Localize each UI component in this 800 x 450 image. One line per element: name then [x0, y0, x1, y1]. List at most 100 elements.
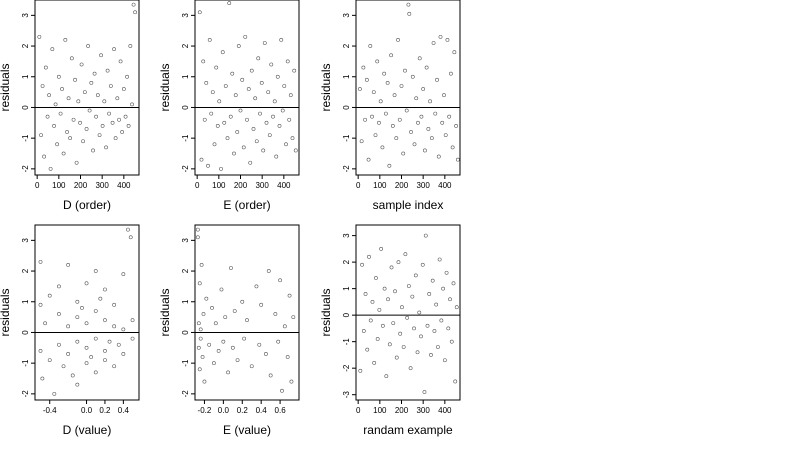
- data-point: [398, 331, 403, 336]
- data-point: [382, 286, 387, 291]
- data-point: [397, 117, 402, 122]
- data-point: [73, 77, 77, 82]
- y-tick-label: -1: [342, 338, 351, 346]
- data-point: [57, 284, 61, 289]
- data-point: [198, 336, 203, 341]
- plot-frame: [34, 224, 140, 401]
- data-point: [364, 77, 369, 82]
- data-point: [58, 111, 63, 116]
- data-point: [81, 139, 86, 144]
- data-point: [393, 289, 397, 294]
- data-point: [120, 130, 125, 134]
- data-point: [53, 102, 58, 107]
- data-point: [436, 154, 441, 159]
- data-point: [370, 299, 375, 304]
- y-tick-label: 1: [342, 74, 351, 79]
- data-point: [375, 59, 380, 64]
- data-point: [75, 315, 80, 320]
- data-point: [254, 284, 259, 289]
- data-point: [406, 284, 411, 288]
- data-point: [207, 38, 212, 42]
- x-tick-label: 0.0: [81, 406, 93, 415]
- x-tick-label: 0.2: [237, 406, 249, 415]
- data-point: [269, 62, 274, 67]
- data-point: [123, 114, 128, 119]
- data-point: [87, 108, 92, 113]
- data-point: [390, 123, 395, 128]
- data-point: [280, 108, 285, 113]
- data-point: [400, 305, 404, 310]
- data-point: [367, 254, 371, 259]
- data-point: [228, 114, 233, 119]
- data-point: [103, 348, 107, 353]
- data-point: [68, 136, 73, 141]
- y-tick-label: 1: [181, 299, 190, 304]
- x-tick-label: 300: [255, 181, 269, 190]
- data-point: [428, 99, 433, 104]
- data-point: [407, 11, 412, 16]
- y-axis-label: residuals: [0, 63, 12, 111]
- data-point: [455, 157, 460, 162]
- data-point: [448, 297, 452, 302]
- data-point: [416, 120, 420, 125]
- data-point: [128, 44, 133, 48]
- data-point: [378, 99, 383, 104]
- data-point: [225, 136, 230, 141]
- data-point: [103, 358, 107, 362]
- data-point: [401, 345, 406, 349]
- data-point: [279, 38, 284, 42]
- y-axis-label: residuals: [158, 63, 172, 111]
- data-point: [403, 252, 408, 257]
- x-tick-label: 0.2: [99, 406, 111, 415]
- data-point: [405, 315, 410, 320]
- data-point: [112, 324, 117, 329]
- data-point: [84, 281, 89, 286]
- data-point: [38, 302, 43, 307]
- data-point: [200, 355, 205, 359]
- data-point: [366, 157, 371, 162]
- data-point: [126, 227, 130, 232]
- data-point: [426, 127, 431, 131]
- scatter-panel-5: -0.2 0.0 0.2 0.4 0.6 -2 -1 0 1 2 3 E (value) residua…: [158, 224, 300, 437]
- y-tick-label: 1: [21, 74, 30, 79]
- data-point: [121, 272, 126, 277]
- y-tick-label: 0: [342, 312, 351, 317]
- y-tick-label: 0: [342, 105, 351, 110]
- data-point: [401, 151, 406, 156]
- data-point: [197, 10, 202, 15]
- y-tick-label: -2: [342, 364, 351, 372]
- scatter-panel-3: 0 100 200 300 400 -2 -1 0 1 2 3 sample index residua…: [319, 0, 461, 212]
- data-point: [60, 87, 64, 91]
- data-point: [430, 278, 435, 283]
- data-point: [116, 342, 121, 347]
- data-point: [57, 312, 61, 316]
- x-tick-label: 200: [234, 181, 248, 190]
- data-point: [65, 130, 69, 134]
- plot-frame: [355, 224, 461, 401]
- data-point: [103, 287, 107, 292]
- data-point: [84, 361, 89, 366]
- data-point: [47, 293, 52, 298]
- data-point: [75, 339, 80, 344]
- data-point: [230, 345, 235, 350]
- y-tick-label: -2: [181, 390, 190, 398]
- y-tick-label: 1: [21, 299, 30, 304]
- data-point: [371, 90, 376, 95]
- data-point: [377, 120, 381, 125]
- y-tick-label: 3: [21, 13, 30, 18]
- scatter-panel-4: -0.4 0.0 0.2 0.4 -2 -1 0 1 2 3 D (value) residuals: [0, 224, 140, 437]
- data-point: [93, 309, 98, 313]
- data-point: [272, 99, 277, 104]
- data-point: [412, 326, 416, 331]
- data-point: [259, 80, 264, 85]
- y-axis-label: residuals: [319, 288, 333, 336]
- data-point: [453, 379, 458, 384]
- data-point: [215, 123, 220, 128]
- data-point: [267, 133, 272, 137]
- data-point: [372, 360, 377, 365]
- data-point: [240, 77, 245, 82]
- data-point: [112, 364, 117, 369]
- data-point: [387, 342, 392, 347]
- data-point: [93, 370, 98, 375]
